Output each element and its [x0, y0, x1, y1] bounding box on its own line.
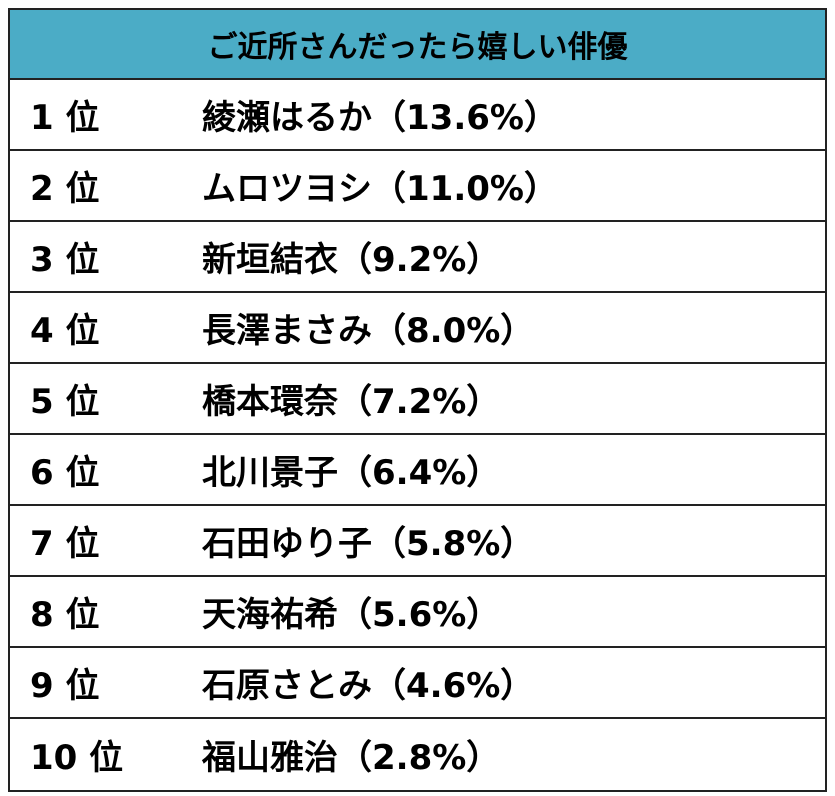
- ranking-table: ご近所さんだったら嬉しい俳優 1 位 綾瀬はるか（13.6%） 2 位 ムロツヨ…: [8, 8, 827, 792]
- actor-entry: 橋本環奈（7.2%）: [202, 382, 501, 422]
- rank-cell: 7 位: [30, 524, 100, 564]
- actor-entry: 新垣結衣（9.2%）: [202, 240, 501, 280]
- actor-entry: 長澤まさみ（8.0%）: [202, 311, 535, 351]
- table-row: 4 位 長澤まさみ（8.0%）: [10, 293, 825, 364]
- rank-cell: 2 位: [30, 169, 100, 209]
- table-row: 8 位 天海祐希（5.6%）: [10, 577, 825, 648]
- rank-cell: 4 位: [30, 311, 100, 351]
- actor-entry: 石原さとみ（4.6%）: [202, 666, 535, 706]
- table-row: 6 位 北川景子（6.4%）: [10, 435, 825, 506]
- actor-entry: 石田ゆり子（5.8%）: [202, 524, 535, 564]
- table-row: 2 位 ムロツヨシ（11.0%）: [10, 151, 825, 222]
- table-row: 3 位 新垣結衣（9.2%）: [10, 222, 825, 293]
- actor-entry: 北川景子（6.4%）: [202, 453, 501, 493]
- table-row: 5 位 橋本環奈（7.2%）: [10, 364, 825, 435]
- actor-entry: 天海祐希（5.6%）: [202, 595, 501, 635]
- rank-cell: 10 位: [30, 738, 124, 778]
- table-title: ご近所さんだったら嬉しい俳優: [10, 10, 825, 80]
- rank-cell: 8 位: [30, 595, 100, 635]
- rank-cell: 1 位: [30, 98, 100, 138]
- actor-entry: 綾瀬はるか（13.6%）: [202, 98, 558, 138]
- rank-cell: 6 位: [30, 453, 100, 493]
- table-row: 7 位 石田ゆり子（5.8%）: [10, 506, 825, 577]
- actor-entry: ムロツヨシ（11.0%）: [202, 169, 558, 209]
- table-row: 10 位 福山雅治（2.8%）: [10, 719, 825, 790]
- table-row: 9 位 石原さとみ（4.6%）: [10, 648, 825, 719]
- rank-cell: 3 位: [30, 240, 100, 280]
- rank-cell: 5 位: [30, 382, 100, 422]
- rank-cell: 9 位: [30, 666, 100, 706]
- actor-entry: 福山雅治（2.8%）: [202, 738, 501, 778]
- table-row: 1 位 綾瀬はるか（13.6%）: [10, 80, 825, 151]
